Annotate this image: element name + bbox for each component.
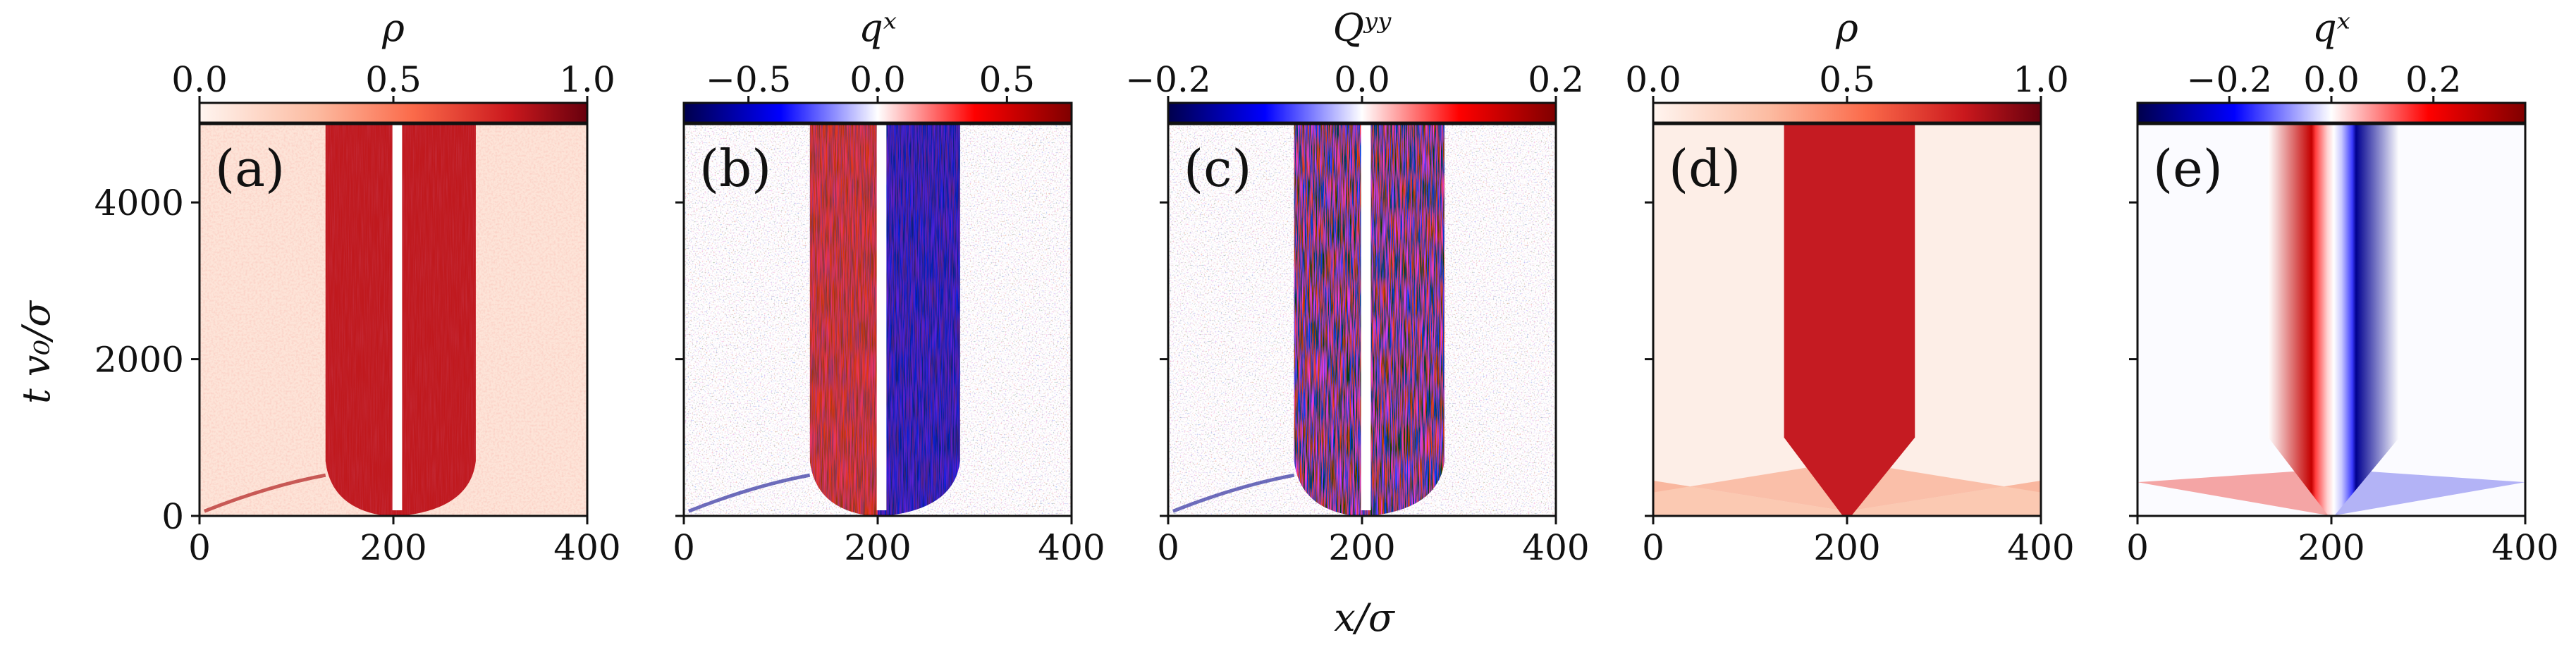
panel-label: (e) [2153,139,2223,198]
colorbar-title: qˣ [859,6,897,50]
colorbar-tick-label: 0.2 [1528,59,1584,100]
x-tick-label: 400 [2007,527,2074,568]
colorbar-tick-label: 0.0 [1334,59,1390,100]
positive-wedge [2138,469,2331,516]
colorbar: −0.2 0.0 0.2 qˣ [2136,6,2527,124]
x-tick-label: 0 [1157,527,1179,568]
colorbar-tick-label: 0.0 [2303,59,2360,100]
initial-condition-wedge [1653,480,2041,516]
center-gap [876,124,887,510]
x-tick-label: 0 [673,527,695,568]
colorbar-tick-label: 0.0 [171,59,228,100]
heatmap-image [1168,124,1556,516]
early-streak [1172,473,1295,513]
colorbar-title: ρ [381,6,405,50]
x-tick-label: 400 [1522,527,1589,568]
colorbar-gradient [2136,101,2527,124]
x-tick-label: 0 [1642,527,1664,568]
dense-band [1784,124,1915,516]
x-tick-label: 200 [1328,527,1395,568]
colorbar-gradient [1167,101,1557,124]
panel-label: (a) [215,139,285,198]
center-gap [1361,124,1371,510]
x-tick-label: 0 [2126,527,2149,568]
colorbar-tick-label: 0.0 [850,59,906,100]
y-axis-label: t v₀/σ [14,300,59,404]
early-streak [687,473,811,513]
band-flux [2268,124,2400,516]
colorbar-tick-label: 0.5 [979,59,1036,100]
colorbar: 0.0 0.5 1.0 ρ [1625,6,2069,124]
colorbar-tick-label: 0.0 [1625,59,1681,100]
colorbar-tick-label: 0.2 [2405,59,2462,100]
colorbar-tick-label: 1.0 [559,59,615,100]
colorbar-tick-label: 0.5 [1819,59,1875,100]
panel-e: 0 200 400 (e) −0.2 0.0 0.2 qˣ [2126,6,2559,568]
x-tick-label: 400 [1038,527,1105,568]
x-tick-label: 200 [2298,527,2365,568]
heatmap-image [1653,124,2041,516]
x-axis-label: x/σ [1334,596,1396,640]
x-tick-label: 400 [2491,527,2558,568]
x-tick-label: 400 [553,527,620,568]
colorbar-title: ρ [1835,6,1858,50]
panel-label: (d) [1669,139,1741,198]
panel-label: (c) [1184,139,1252,198]
heatmap-image [200,124,587,516]
colorbar-tick-label: −0.5 [706,59,791,100]
colorbar-gradient [682,101,1073,124]
panel-b: 0 200 400 (b) −0.5 0.0 0.5 qˣ [673,6,1105,568]
colorbar: −0.2 0.0 0.2 Qʸʸ [1125,6,1584,124]
heatmap-image [2138,124,2525,516]
x-tick-label: 200 [1813,527,1880,568]
colorbar-gradient [1652,101,2042,124]
colorbar-title: Qʸʸ [1333,6,1392,50]
x-tick-label: 200 [844,527,911,568]
colorbar: 0.0 0.5 1.0 ρ [171,6,615,124]
heatmap-image [684,124,1072,516]
colorbar: −0.5 0.0 0.5 qˣ [682,6,1073,124]
colorbar-gradient [198,101,589,124]
early-streak [203,473,326,513]
negative-wedge [2331,469,2525,516]
center-gap [392,124,403,510]
y-tick-label: 4000 [94,183,184,223]
colorbar-tick-label: −0.2 [1125,59,1210,100]
panel-c: 0 200 400 (c) −0.2 0.0 0.2 Qʸʸ [1125,6,1589,568]
colorbar-title: qˣ [2312,6,2350,50]
panel-label: (b) [699,139,771,198]
colorbar-tick-label: 0.5 [365,59,422,100]
y-tick-label: 0 [161,496,184,537]
y-tick-label: 2000 [94,340,184,381]
x-tick-label: 0 [188,527,211,568]
colorbar-tick-label: −0.2 [2187,59,2272,100]
colorbar-tick-label: 1.0 [2013,59,2069,100]
panel-d: 0 200 400 (d) 0.0 0.5 1.0 ρ [1625,6,2074,568]
x-tick-label: 200 [360,527,427,568]
